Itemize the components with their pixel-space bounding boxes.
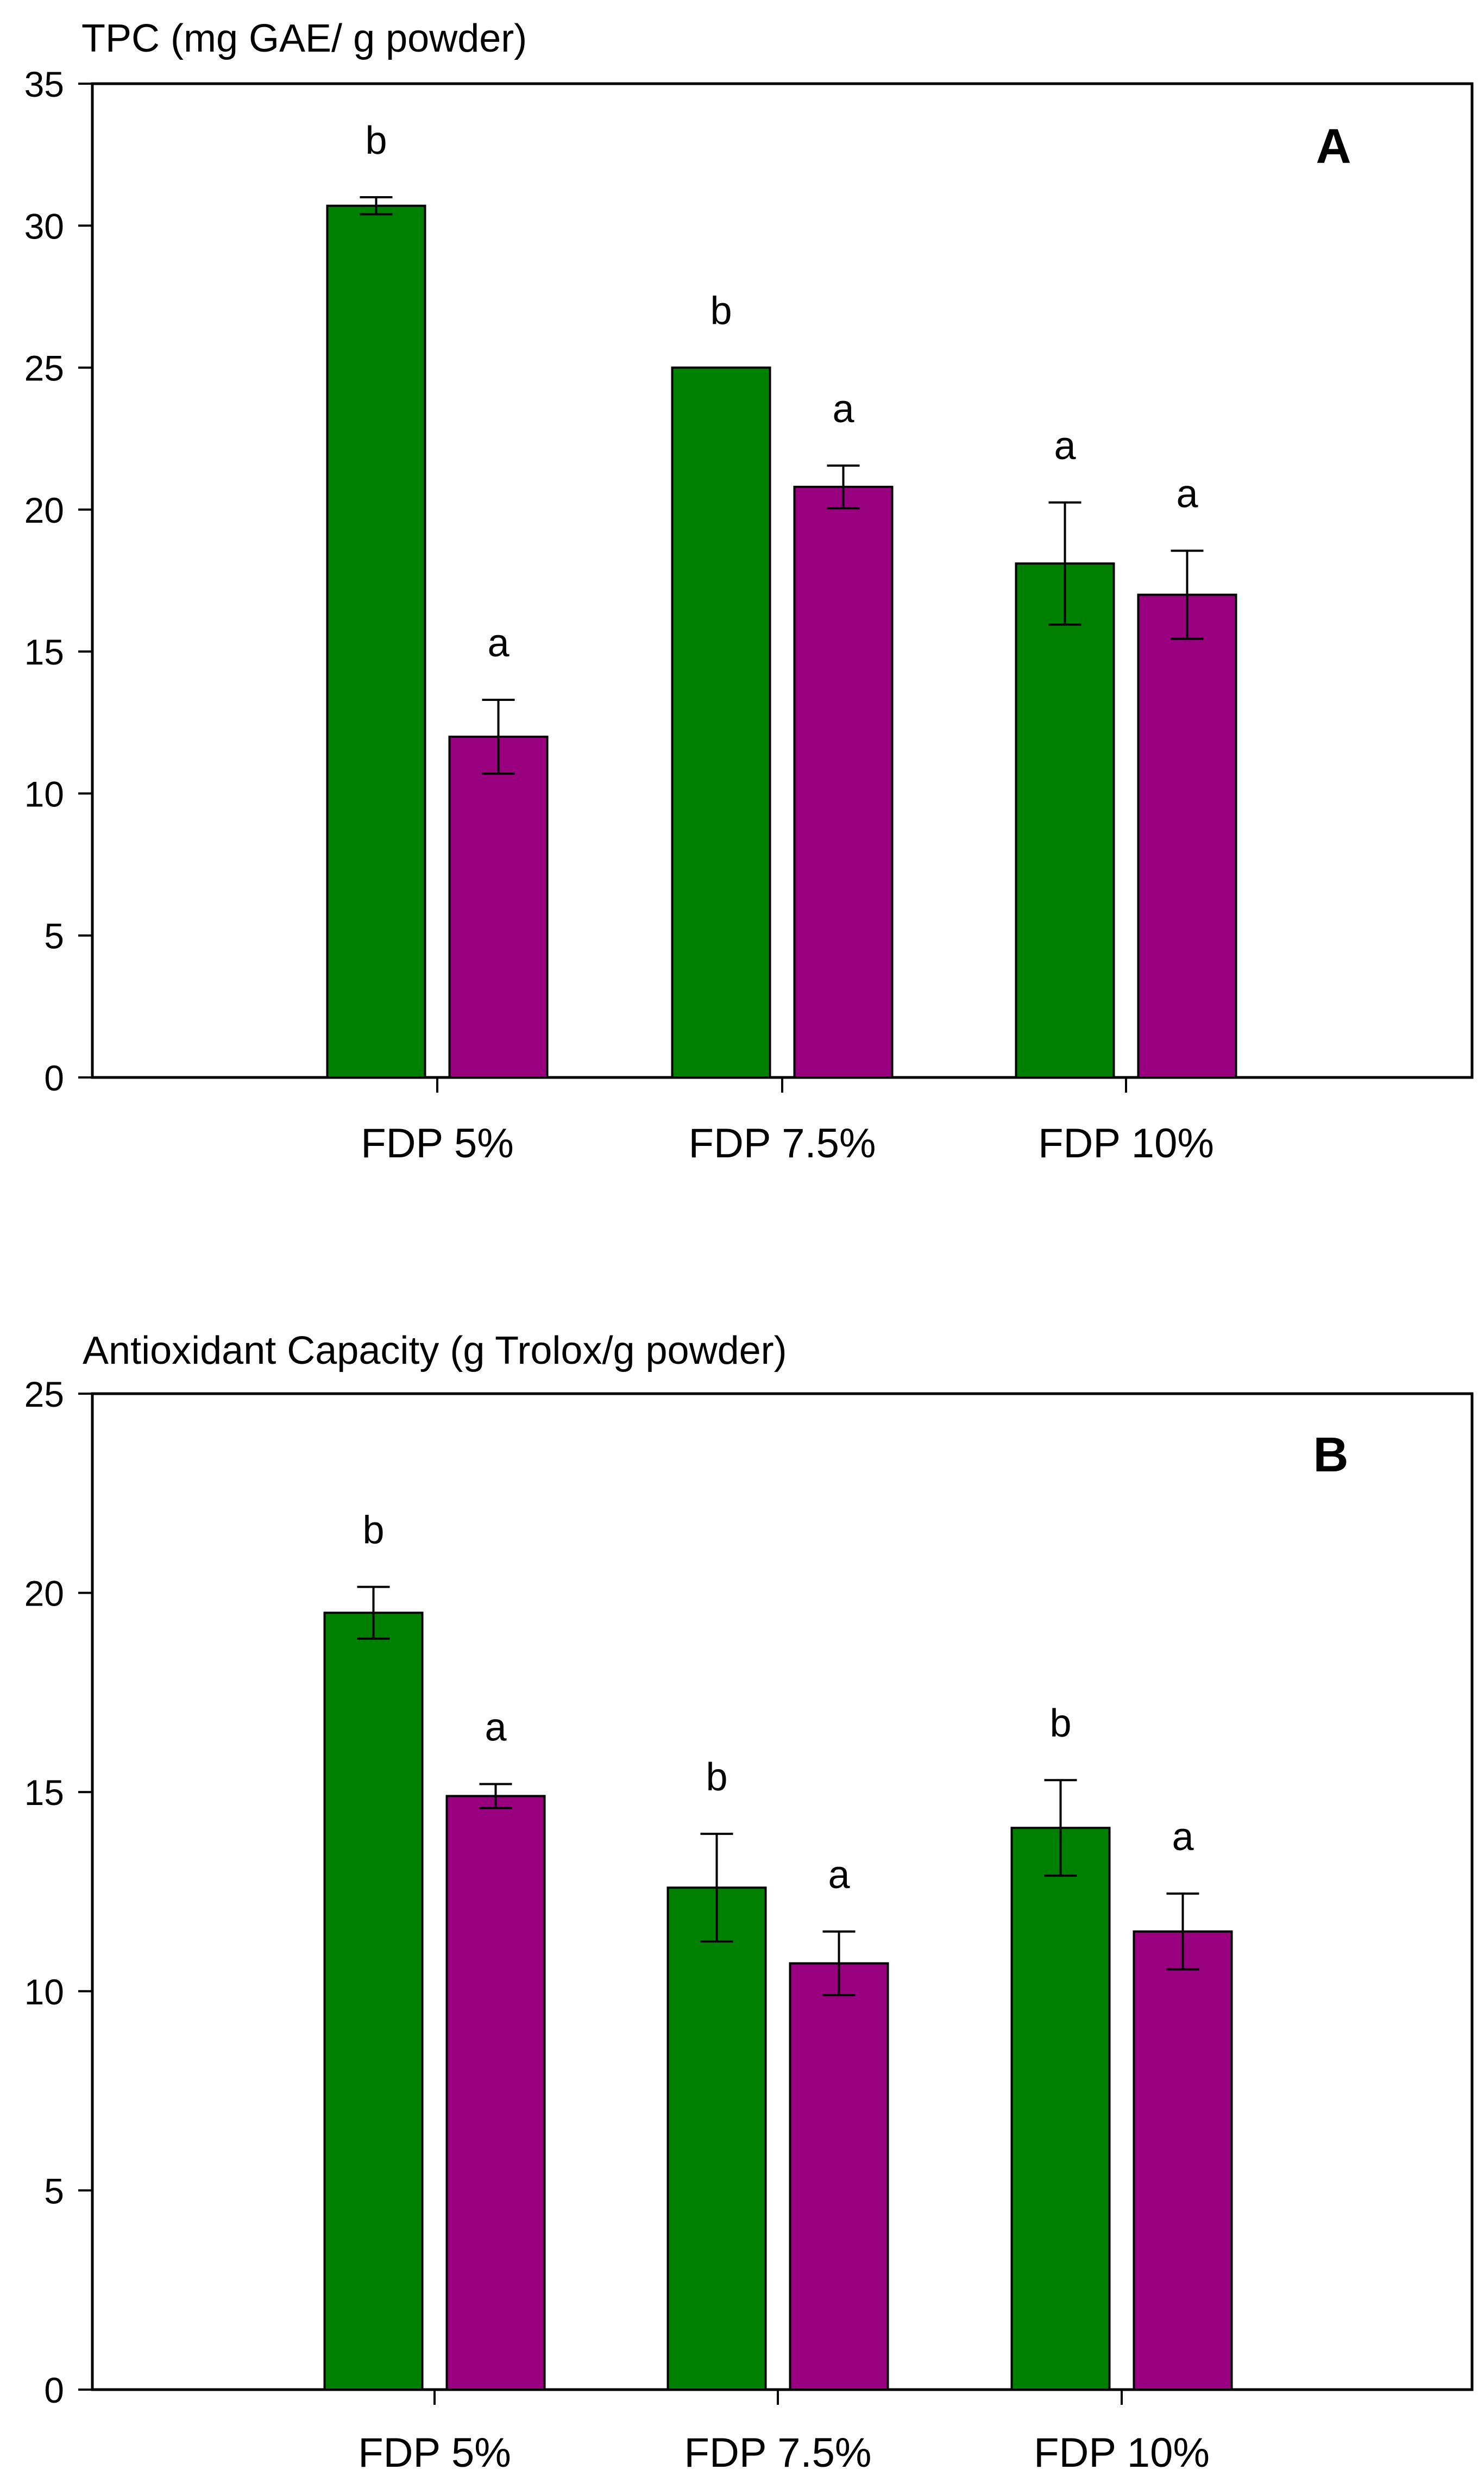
bar-2-fdp-10- <box>1133 1930 1233 2391</box>
panel-a: 0 5 10 15 20 25 30 35 TPC (mg GAE/ g powder) A FDP… <box>24 17 1474 1167</box>
significance-letter: a <box>832 387 854 431</box>
significance-letter: a <box>1172 1815 1194 1859</box>
y-axis-label: TPC (mg GAE/ g powder) <box>81 17 527 60</box>
significance-letter: a <box>828 1853 850 1897</box>
x-tick-label: FDP 5% <box>361 1120 514 1167</box>
x-tick-label: FDP 5% <box>358 2430 511 2473</box>
y-tick-label: 25 <box>24 348 64 388</box>
y-tick-label: 20 <box>24 490 64 530</box>
panel-label: B <box>1313 1428 1349 1482</box>
bar-1-fdp-10- <box>1015 562 1115 1079</box>
y-tick-label: 35 <box>24 64 64 104</box>
bar-2-fdp-5- <box>448 735 549 1079</box>
significance-letter: b <box>706 1756 727 1799</box>
bar-1-fdp-7-5- <box>666 1886 767 2391</box>
y-tick-label: 30 <box>24 206 64 246</box>
y-tick-label: 20 <box>24 1574 64 1614</box>
y-tick-label: 0 <box>44 2370 64 2410</box>
significance-letter: b <box>710 290 732 333</box>
bar-2-fdp-7-5- <box>793 486 894 1079</box>
panel-label: A <box>1316 120 1351 174</box>
bar-1-fdp-10- <box>1010 1827 1111 2391</box>
y-tick-label: 15 <box>24 1772 64 1813</box>
significance-letter: b <box>365 119 387 162</box>
bar-2-fdp-7-5- <box>789 1962 889 2391</box>
significance-letter: a <box>485 1706 507 1750</box>
y-tick-label: 10 <box>24 1972 64 2012</box>
significance-letter: a <box>1054 424 1076 468</box>
bar-2-fdp-10- <box>1137 593 1237 1079</box>
x-tick-label: FDP 7.5% <box>689 1120 876 1167</box>
x-tick-label: FDP 10% <box>1034 2430 1210 2473</box>
y-tick-label: 5 <box>44 916 64 956</box>
x-tick-label: FDP 10% <box>1038 1120 1214 1167</box>
x-tick-label: FDP 7.5% <box>684 2430 872 2473</box>
y-tick-label: 25 <box>24 1374 64 1414</box>
significance-letter: b <box>362 1509 384 1552</box>
bar-1-fdp-5- <box>326 204 426 1079</box>
y-tick-label: 5 <box>44 2171 64 2211</box>
bar-1-fdp-7-5- <box>671 366 771 1079</box>
bar-2-fdp-5- <box>445 1795 546 2391</box>
plot-frame <box>91 1392 1474 2391</box>
significance-letter: b <box>1049 1702 1071 1745</box>
significance-letter: a <box>487 622 510 665</box>
significance-letter: a <box>1176 473 1198 516</box>
bar-1-fdp-5- <box>323 1612 424 2391</box>
y-tick-label: 15 <box>24 632 64 672</box>
panel-b: 0 5 10 15 20 25 Antioxidant Capacity (g Trolox… <box>24 1329 1474 2476</box>
y-axis-label: Antioxidant Capacity (g Trolox/g powder) <box>83 1329 787 1372</box>
y-tick-label: 10 <box>24 774 64 814</box>
y-tick-label: 0 <box>44 1058 64 1098</box>
